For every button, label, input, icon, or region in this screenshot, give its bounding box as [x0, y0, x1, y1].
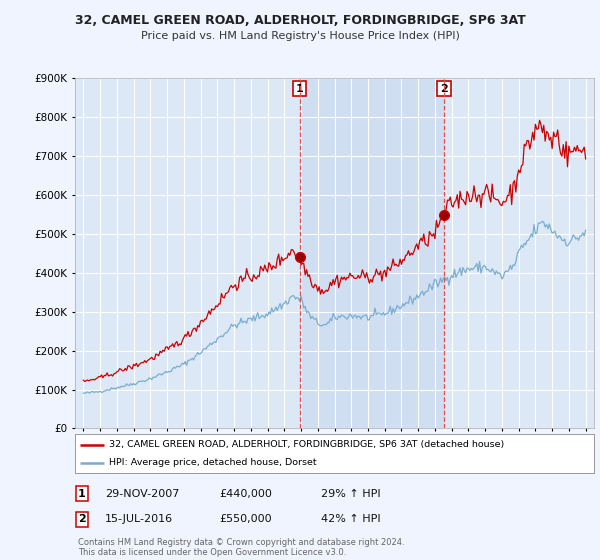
- Text: HPI: Average price, detached house, Dorset: HPI: Average price, detached house, Dors…: [109, 458, 316, 467]
- Text: 32, CAMEL GREEN ROAD, ALDERHOLT, FORDINGBRIDGE, SP6 3AT: 32, CAMEL GREEN ROAD, ALDERHOLT, FORDING…: [74, 14, 526, 27]
- Text: 29-NOV-2007: 29-NOV-2007: [105, 489, 179, 499]
- Text: £550,000: £550,000: [219, 514, 272, 524]
- Text: 1: 1: [78, 489, 86, 499]
- Text: Contains HM Land Registry data © Crown copyright and database right 2024.
This d: Contains HM Land Registry data © Crown c…: [78, 538, 404, 557]
- Text: 2: 2: [78, 514, 86, 524]
- Text: Price paid vs. HM Land Registry's House Price Index (HPI): Price paid vs. HM Land Registry's House …: [140, 31, 460, 41]
- Text: 15-JUL-2016: 15-JUL-2016: [105, 514, 173, 524]
- Text: 32, CAMEL GREEN ROAD, ALDERHOLT, FORDINGBRIDGE, SP6 3AT (detached house): 32, CAMEL GREEN ROAD, ALDERHOLT, FORDING…: [109, 440, 504, 449]
- Bar: [299, 78, 444, 428]
- Text: 29% ↑ HPI: 29% ↑ HPI: [321, 489, 380, 499]
- Text: £440,000: £440,000: [219, 489, 272, 499]
- Text: 2: 2: [440, 83, 448, 94]
- Text: 42% ↑ HPI: 42% ↑ HPI: [321, 514, 380, 524]
- Text: 1: 1: [296, 83, 304, 94]
